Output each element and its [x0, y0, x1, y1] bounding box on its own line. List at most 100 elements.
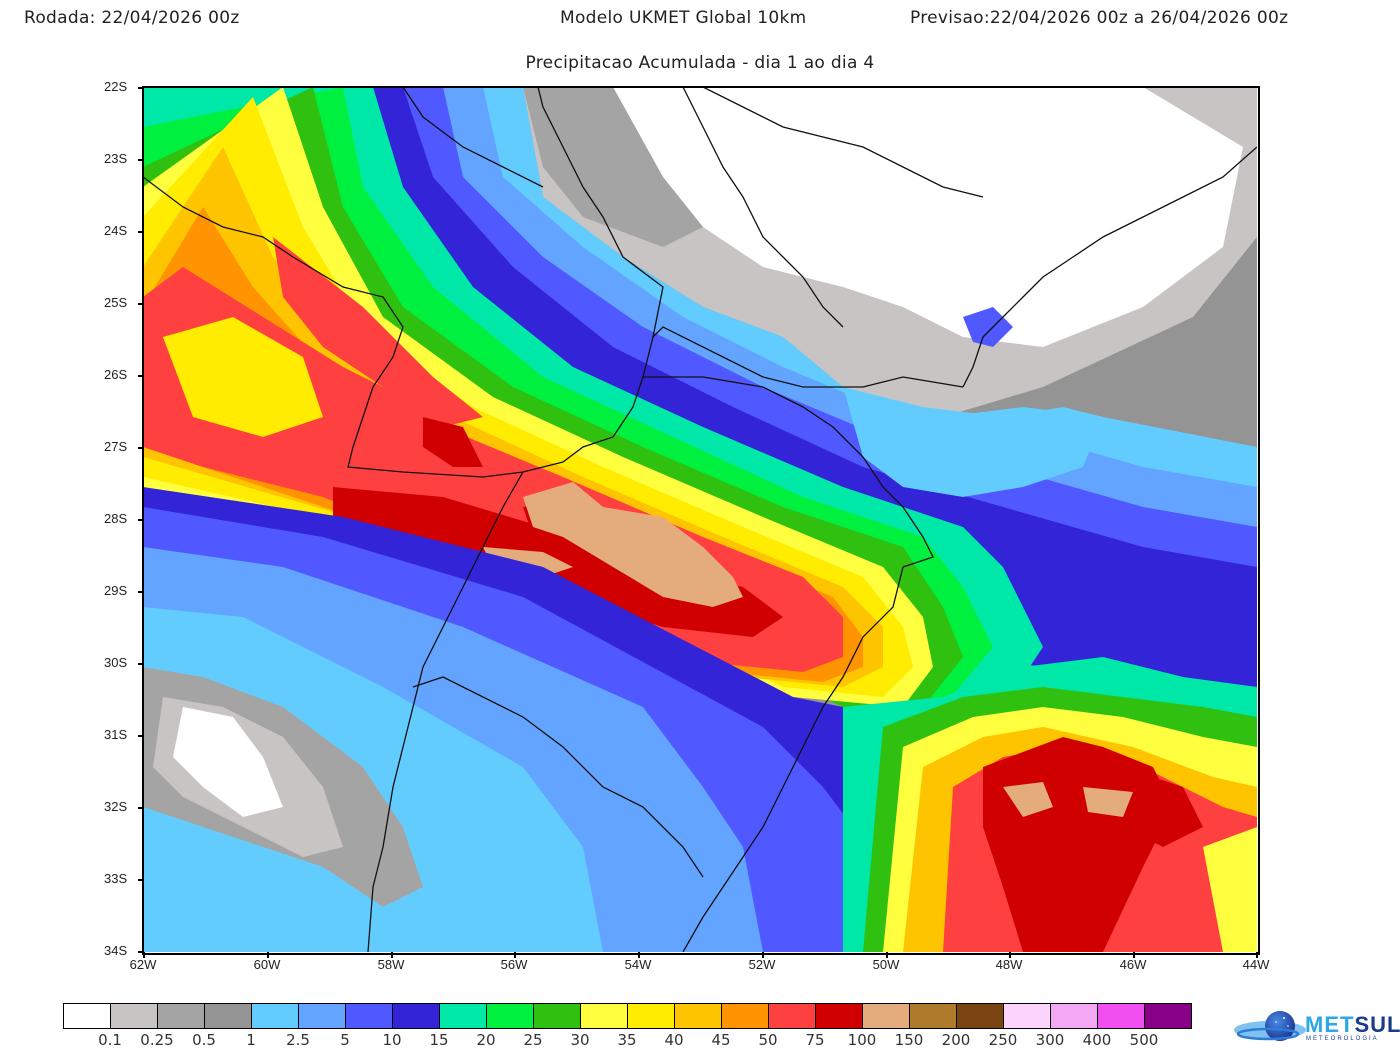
lon-label: 52W — [748, 957, 776, 972]
lon-tick — [1009, 952, 1011, 958]
colorbar-swatch — [534, 1004, 581, 1028]
lon-tick — [267, 952, 269, 958]
run-time-label: Rodada: 22/04/2026 00z — [24, 8, 240, 28]
colorbar-swatch — [722, 1004, 769, 1028]
logo-met: MET — [1305, 1012, 1355, 1037]
colorbar-swatch — [346, 1004, 393, 1028]
lon-label: 56W — [500, 957, 528, 972]
lat-tick — [138, 879, 144, 881]
colorbar-swatch — [816, 1004, 863, 1028]
lat-tick — [138, 663, 144, 665]
lon-label: 50W — [872, 957, 900, 972]
colorbar-label: 10 — [382, 1031, 402, 1049]
colorbar-label: 1 — [246, 1031, 256, 1049]
lon-tick — [638, 952, 640, 958]
lon-label: 54W — [624, 957, 652, 972]
lon-label: 62W — [129, 957, 157, 972]
lat-label: 30S — [104, 655, 128, 670]
lon-tick — [391, 952, 393, 958]
lat-label: 27S — [104, 439, 128, 454]
logo-sul: SUL — [1354, 1012, 1400, 1037]
lat-label: 24S — [104, 223, 128, 238]
colorbar-swatch — [957, 1004, 1004, 1028]
lat-label: 33S — [104, 871, 128, 886]
lat-tick — [138, 807, 144, 809]
lat-tick — [138, 591, 144, 593]
colorbar-swatch — [1004, 1004, 1051, 1028]
lat-label: 31S — [104, 727, 128, 742]
model-name-label: Modelo UKMET Global 10km — [560, 8, 807, 28]
lat-tick — [138, 951, 144, 953]
colorbar-label: 75 — [805, 1031, 825, 1049]
colorbar-swatch — [440, 1004, 487, 1028]
lat-label: 23S — [104, 151, 128, 166]
colorbar-label: 300 — [1035, 1031, 1065, 1049]
lat-label: 32S — [104, 799, 128, 814]
colorbar-label: 25 — [523, 1031, 543, 1049]
colorbar-label: 100 — [847, 1031, 877, 1049]
colorbar-label: 0.1 — [98, 1031, 122, 1049]
colorbar-label: 50 — [758, 1031, 778, 1049]
lon-tick — [1256, 952, 1258, 958]
lat-tick — [138, 375, 144, 377]
colorbar-swatch — [299, 1004, 346, 1028]
colorbar-label: 30 — [570, 1031, 590, 1049]
colorbar-swatch — [487, 1004, 534, 1028]
colorbar-swatch — [1098, 1004, 1145, 1028]
lon-tick — [514, 952, 516, 958]
lon-label: 60W — [253, 957, 281, 972]
colorbar-swatch — [675, 1004, 722, 1028]
colorbar-label: 250 — [988, 1031, 1018, 1049]
colorbar-label: 35 — [617, 1031, 637, 1049]
precipitation-colorbar — [63, 1003, 1192, 1029]
colorbar-swatch — [64, 1004, 111, 1028]
colorbar-swatch — [205, 1004, 252, 1028]
lat-label: 26S — [104, 367, 128, 382]
forecast-period-label: Previsao:22/04/2026 00z a 26/04/2026 00z — [910, 8, 1289, 28]
colorbar-swatch — [1051, 1004, 1098, 1028]
lon-label: 48W — [995, 957, 1023, 972]
lon-tick — [886, 952, 888, 958]
colorbar-label: 20 — [476, 1031, 496, 1049]
lat-tick — [138, 159, 144, 161]
lat-label: 22S — [104, 79, 128, 94]
logo-tagline: METEOROLOGIA — [1306, 1036, 1379, 1042]
lat-label: 25S — [104, 295, 128, 310]
colorbar-swatch — [111, 1004, 158, 1028]
colorbar-label: 15 — [429, 1031, 449, 1049]
map-subtitle: Precipitacao Acumulada - dia 1 ao dia 4 — [525, 53, 875, 73]
lon-label: 46W — [1119, 957, 1147, 972]
colorbar-label: 500 — [1129, 1031, 1159, 1049]
lon-tick — [143, 952, 145, 958]
colorbar-swatch — [1145, 1004, 1191, 1028]
lon-tick — [1133, 952, 1135, 958]
colorbar-label: 200 — [941, 1031, 971, 1049]
lat-tick — [138, 231, 144, 233]
lat-tick — [138, 735, 144, 737]
colorbar-swatch — [252, 1004, 299, 1028]
colorbar-swatch — [158, 1004, 205, 1028]
colorbar-label: 45 — [711, 1031, 731, 1049]
colorbar-label: 5 — [340, 1031, 350, 1049]
precipitation-map — [143, 87, 1257, 952]
colorbar-label: 150 — [894, 1031, 924, 1049]
lat-tick — [138, 87, 144, 89]
lat-tick — [138, 447, 144, 449]
colorbar-swatch — [393, 1004, 440, 1028]
precipitation-field — [143, 87, 1257, 952]
lat-label: 29S — [104, 583, 128, 598]
colorbar-label: 400 — [1082, 1031, 1112, 1049]
lon-label: 44W — [1242, 957, 1270, 972]
colorbar-label: 2.5 — [286, 1031, 310, 1049]
metsul-logo-icon — [1234, 1011, 1306, 1041]
colorbar-swatch — [769, 1004, 816, 1028]
lat-label: 28S — [104, 511, 128, 526]
colorbar-label: 0.25 — [140, 1031, 174, 1049]
lon-label: 58W — [377, 957, 405, 972]
lat-tick — [138, 303, 144, 305]
colorbar-swatch — [863, 1004, 910, 1028]
colorbar-swatch — [581, 1004, 628, 1028]
colorbar-swatch — [910, 1004, 957, 1028]
lat-label: 34S — [104, 943, 128, 958]
logo-wordmark: METSUL — [1305, 1012, 1400, 1038]
